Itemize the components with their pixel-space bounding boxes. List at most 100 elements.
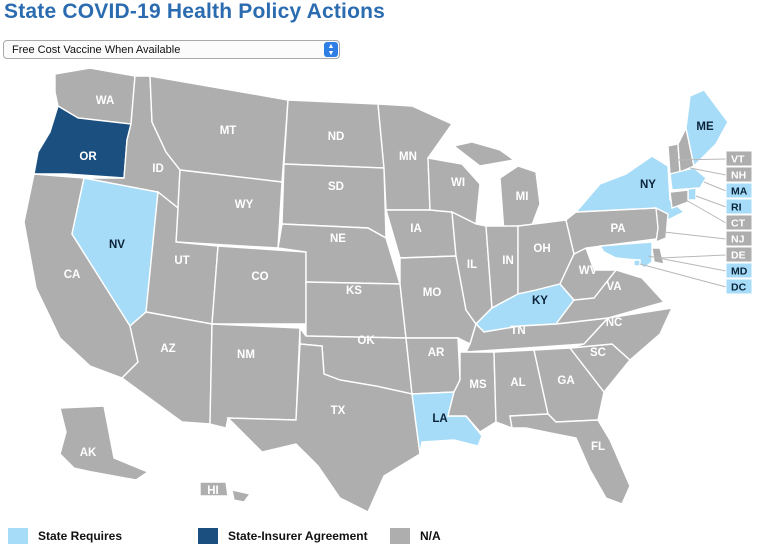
state-label-al: AL [510, 377, 525, 389]
state-label-wa: WA [96, 95, 115, 107]
callout-de[interactable]: DE [725, 246, 753, 263]
legend-label-requires: State Requires [38, 529, 123, 543]
callout-ri[interactable]: RI [725, 198, 753, 215]
state-label-la: LA [432, 413, 447, 425]
state-hi[interactable] [199, 481, 252, 503]
legend-label-agreement: State-Insurer Agreement [228, 529, 368, 543]
callout-ma[interactable]: MA [725, 182, 753, 199]
state-label-mi: MI [516, 191, 529, 203]
policy-dropdown-value: Free Cost Vaccine When Available [12, 43, 181, 56]
callout-label-ct: CT [731, 218, 746, 230]
state-label-mt: MT [220, 125, 237, 137]
callout-label-vt: VT [731, 154, 745, 166]
state-label-az: AZ [160, 343, 175, 355]
state-label-or: OR [79, 151, 97, 163]
callout-label-dc: DC [731, 282, 747, 294]
callout-box-vt[interactable] [725, 150, 753, 167]
state-ri[interactable] [687, 187, 697, 201]
state-label-ks: KS [346, 285, 362, 297]
state-label-ca: CA [64, 269, 81, 281]
us-map: WA OR CA NV ID MT WY UT CO AZ NM ND SD NE KS OK TX MN IA MO… [23, 67, 753, 513]
callout-label-ri: RI [731, 202, 742, 214]
state-co[interactable] [211, 245, 307, 325]
callout-nh[interactable]: NH [725, 166, 753, 183]
state-wv[interactable] [559, 247, 618, 301]
state-label-wv: WV [579, 265, 598, 277]
legend: State Requires State-Insurer Agreement N/A [8, 528, 748, 546]
state-me[interactable] [685, 89, 729, 168]
state-label-il: IL [467, 259, 477, 271]
state-label-tn: TN [510, 325, 525, 337]
legend-item-na: N/A [390, 528, 441, 544]
callout-dc[interactable]: DC [725, 278, 753, 295]
state-label-nd: ND [328, 131, 345, 143]
state-nj[interactable] [655, 206, 669, 244]
state-label-in: IN [502, 255, 514, 267]
callout-box-nj[interactable] [725, 230, 753, 247]
state-label-mo: MO [423, 287, 442, 299]
state-label-ia: IA [410, 223, 422, 235]
state-in[interactable] [485, 225, 519, 310]
callout-label-ma: MA [731, 186, 748, 198]
legend-item-requires: State Requires [8, 528, 122, 544]
state-fl[interactable] [509, 413, 631, 505]
callout-vt[interactable]: VT [725, 150, 753, 167]
state-label-sc: SC [590, 347, 606, 359]
legend-swatch-agreement [198, 528, 218, 544]
state-label-ga: GA [557, 375, 574, 387]
state-az[interactable] [120, 311, 213, 425]
callout-box-md[interactable] [725, 262, 753, 279]
state-label-va: VA [606, 281, 621, 293]
callout-label-nh: NH [731, 170, 746, 182]
policy-dropdown[interactable]: Free Cost Vaccine When Available ▲ ▼ [3, 40, 340, 59]
callout-box-nh[interactable] [725, 166, 753, 183]
state-label-hi: HI [207, 485, 219, 497]
state-label-ok: OK [357, 335, 375, 347]
state-ak[interactable] [59, 405, 150, 481]
callout-box-de[interactable] [725, 246, 753, 263]
legend-swatch-requires [8, 528, 28, 544]
state-label-wi: WI [451, 177, 465, 189]
state-label-nc: NC [606, 317, 623, 329]
state-nm[interactable] [209, 323, 301, 429]
state-label-ky: KY [532, 295, 548, 307]
callout-label-md: MD [731, 266, 748, 278]
callout-box-ma[interactable] [725, 182, 753, 199]
state-label-me: ME [696, 121, 714, 133]
state-label-nv: NV [109, 239, 125, 251]
state-label-oh: OH [533, 243, 550, 255]
state-label-ak: AK [80, 447, 97, 459]
state-tx[interactable] [226, 343, 421, 513]
state-dc[interactable] [633, 259, 641, 267]
state-label-fl: FL [591, 441, 605, 453]
state-label-wy: WY [235, 199, 254, 211]
state-nc[interactable] [569, 307, 674, 361]
callout-label-de: DE [731, 250, 746, 262]
state-label-ut: UT [174, 255, 189, 267]
state-label-id: ID [152, 163, 164, 175]
callout-box-ri[interactable] [725, 198, 753, 215]
state-md[interactable] [598, 241, 653, 269]
state-label-ne: NE [330, 233, 346, 245]
legend-swatch-na [390, 528, 410, 544]
callout-ct[interactable]: CT [725, 214, 753, 231]
chevron-up-down-icon: ▲ ▼ [324, 42, 338, 57]
callout-box-ct[interactable] [725, 214, 753, 231]
state-label-sd: SD [328, 181, 344, 193]
state-de[interactable] [651, 247, 665, 265]
callout-box-dc[interactable] [725, 278, 753, 295]
state-label-co: CO [251, 271, 268, 283]
callout-nj[interactable]: NJ [725, 230, 753, 247]
state-label-tx: TX [331, 405, 346, 417]
page-title: State COVID-19 Health Policy Actions [4, 0, 386, 23]
state-label-nm: NM [237, 349, 255, 361]
small-state-leaders [639, 158, 727, 288]
state-label-ny: NY [640, 179, 656, 191]
callout-md[interactable]: MD [725, 262, 753, 279]
state-label-pa: PA [610, 223, 625, 235]
state-wy[interactable] [175, 169, 283, 249]
state-label-ms: MS [469, 379, 487, 391]
state-ct[interactable] [669, 189, 689, 209]
state-ma[interactable] [669, 167, 707, 191]
state-label-mn: MN [399, 151, 417, 163]
